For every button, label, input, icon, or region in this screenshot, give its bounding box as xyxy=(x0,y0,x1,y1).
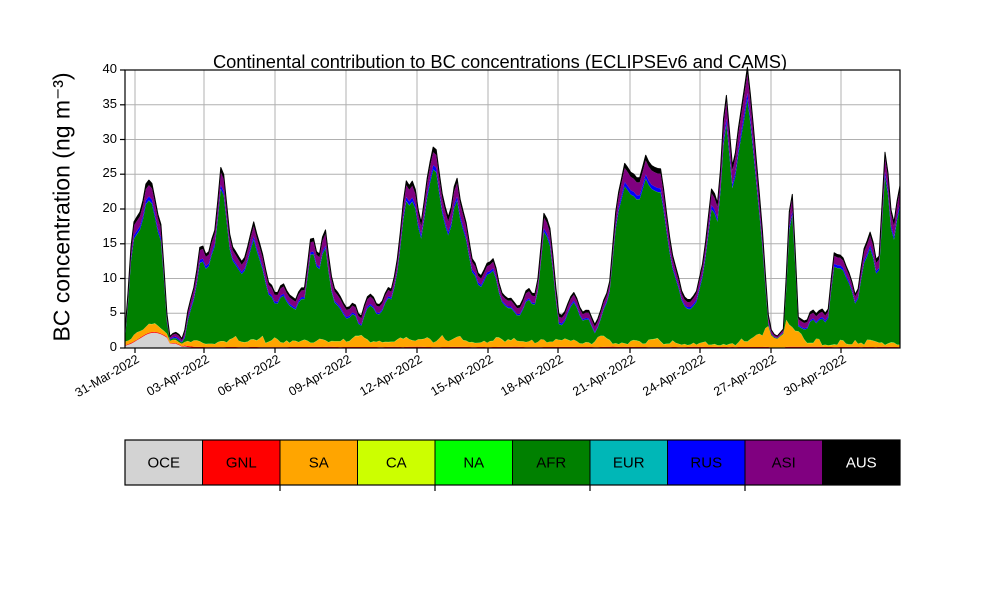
svg-text:AUS: AUS xyxy=(846,455,877,472)
svg-text:NA: NA xyxy=(463,455,484,472)
svg-text:OCE: OCE xyxy=(147,455,180,472)
svg-text:AFR: AFR xyxy=(536,455,566,472)
svg-text:RUS: RUS xyxy=(690,455,722,472)
svg-text:SA: SA xyxy=(309,455,329,472)
svg-text:CA: CA xyxy=(386,455,407,472)
svg-text:EUR: EUR xyxy=(613,455,645,472)
svg-text:ASI: ASI xyxy=(772,455,796,472)
svg-text:GNL: GNL xyxy=(226,455,257,472)
